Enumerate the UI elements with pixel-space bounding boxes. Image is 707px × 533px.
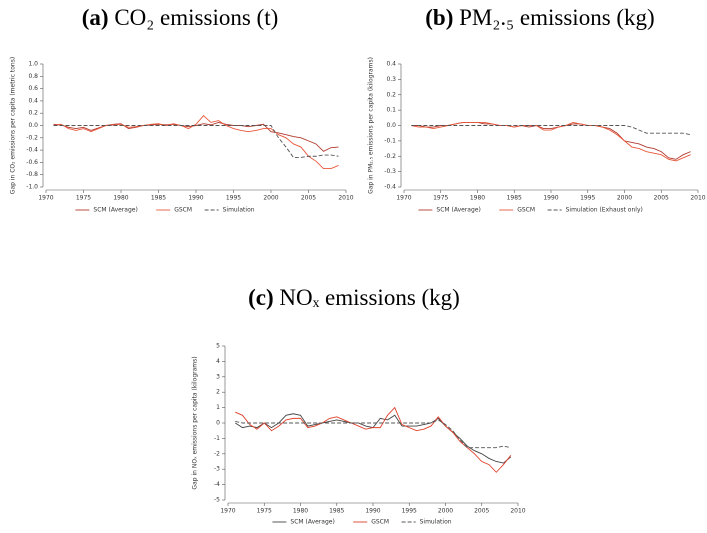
legend-label: Simulation (223, 207, 255, 214)
y-axis-label: Gap in CO₂ emissions per capita (metric … (10, 57, 17, 194)
panel-label: (a) (82, 5, 109, 30)
y-tick-label: -1 (214, 435, 220, 442)
y-tick-label: 0.6 (28, 85, 38, 92)
y-tick-label: -0.1 (384, 137, 396, 144)
legend-label: SCM (Average) (93, 207, 137, 214)
x-tick-label: 2010 (690, 195, 705, 202)
y-tick-label: 0.8 (28, 73, 38, 80)
x-tick-label: 1995 (580, 195, 595, 202)
x-tick-label: 1970 (396, 195, 411, 202)
x-tick-label: 1985 (507, 195, 522, 202)
x-tick-label: 1990 (188, 195, 203, 202)
series-line (235, 413, 512, 464)
y-tick-label: -5 (214, 497, 220, 504)
panel-label: (c) (248, 285, 274, 310)
chart-title: (a) CO₂ emissions (t) (82, 5, 279, 30)
series-line (411, 121, 691, 160)
y-axis-label: Gap in PM₂.₅ emissions per capita (kilog… (368, 57, 375, 194)
y-tick-label: 1.0 (28, 61, 38, 68)
chart-panel: (b) PM₂.₅ emissions (kg) Gap in PM₂.₅ emi… (368, 5, 706, 213)
legend-label: GSCM (371, 519, 389, 526)
y-tick-label: 0.0 (28, 122, 38, 129)
y-tick-label: 0.2 (386, 91, 396, 98)
x-tick-label: 1990 (365, 508, 380, 515)
y-tick-label: -0.8 (26, 171, 38, 178)
y-tick-label: -0.4 (384, 184, 396, 191)
y-tick-label: 0.1 (386, 107, 396, 114)
x-tick-label: 2000 (263, 195, 278, 202)
legend-label: SCM (Average) (290, 519, 334, 526)
title-text: PM₂.₅ emissions (kg) (459, 5, 655, 30)
series-line (235, 406, 512, 473)
y-tick-label: -4 (214, 481, 220, 488)
chart-title: (c) NOₓ emissions (kg) (248, 285, 460, 310)
panel-label: (b) (425, 5, 453, 30)
x-tick-label: 1975 (76, 195, 91, 202)
x-tick-label: 2000 (438, 508, 453, 515)
x-tick-label: 1995 (226, 195, 241, 202)
y-tick-label: -1.0 (26, 184, 38, 191)
y-tick-label: 0 (216, 420, 220, 427)
x-tick-label: 1975 (433, 195, 448, 202)
series-line (53, 125, 339, 158)
y-tick-label: 0.3 (386, 76, 396, 83)
title-text: NOₓ emissions (kg) (279, 285, 459, 310)
x-tick-label: 1985 (151, 195, 166, 202)
series-line (411, 125, 691, 136)
chart-panel: (c) NOₓ emissions (kg) Gap in NOₓ emissio… (192, 285, 526, 525)
x-tick-label: 1970 (38, 195, 53, 202)
legend-label: Simulation (420, 519, 452, 526)
x-tick-label: 1995 (402, 508, 417, 515)
legend-label: SCM (Average) (436, 207, 480, 214)
y-tick-label: 4 (216, 358, 220, 365)
x-tick-label: 2010 (338, 195, 353, 202)
y-tick-label: 3 (216, 373, 220, 380)
x-tick-label: 2005 (301, 195, 316, 202)
x-tick-label: 2005 (654, 195, 669, 202)
y-tick-label: -0.4 (26, 147, 38, 154)
legend-label: GSCM (517, 207, 535, 214)
y-tick-label: -0.2 (384, 153, 396, 160)
x-tick-label: 2005 (474, 508, 489, 515)
series-line (235, 419, 511, 449)
y-axis-label: Gap in NOₓ emissions per capita (kilogra… (192, 356, 199, 489)
y-tick-label: -2 (214, 450, 220, 457)
x-tick-label: 1975 (257, 508, 272, 515)
legend-label: GSCM (174, 207, 192, 214)
x-tick-label: 1985 (329, 508, 344, 515)
title-text: CO₂ emissions (t) (114, 5, 278, 30)
y-tick-label: -0.6 (26, 159, 38, 166)
y-tick-label: 0.4 (28, 97, 38, 104)
y-tick-label: 5 (216, 343, 220, 350)
x-tick-label: 1980 (113, 195, 128, 202)
x-tick-label: 1980 (293, 508, 308, 515)
y-tick-label: -0.3 (384, 168, 396, 175)
y-tick-label: -0.2 (26, 134, 38, 141)
chart-title: (b) PM₂.₅ emissions (kg) (425, 5, 654, 30)
y-tick-label: -3 (214, 466, 220, 473)
y-tick-label: 0.4 (386, 61, 396, 68)
series-line (53, 115, 339, 169)
x-tick-label: 1990 (543, 195, 558, 202)
series-line (411, 121, 691, 162)
series-line (53, 121, 339, 152)
y-tick-label: 0.2 (28, 110, 38, 117)
y-tick-label: 2 (216, 389, 220, 396)
y-tick-label: 1 (216, 404, 220, 411)
chart-panel: (a) CO₂ emissions (t) Gap in CO₂ emission… (10, 5, 354, 213)
x-tick-label: 2010 (510, 508, 525, 515)
legend-label: Simulation (Exhaust only) (566, 207, 643, 214)
y-tick-label: 0.0 (386, 122, 396, 129)
x-tick-label: 2000 (617, 195, 632, 202)
x-tick-label: 1970 (220, 508, 235, 515)
x-tick-label: 1980 (470, 195, 485, 202)
